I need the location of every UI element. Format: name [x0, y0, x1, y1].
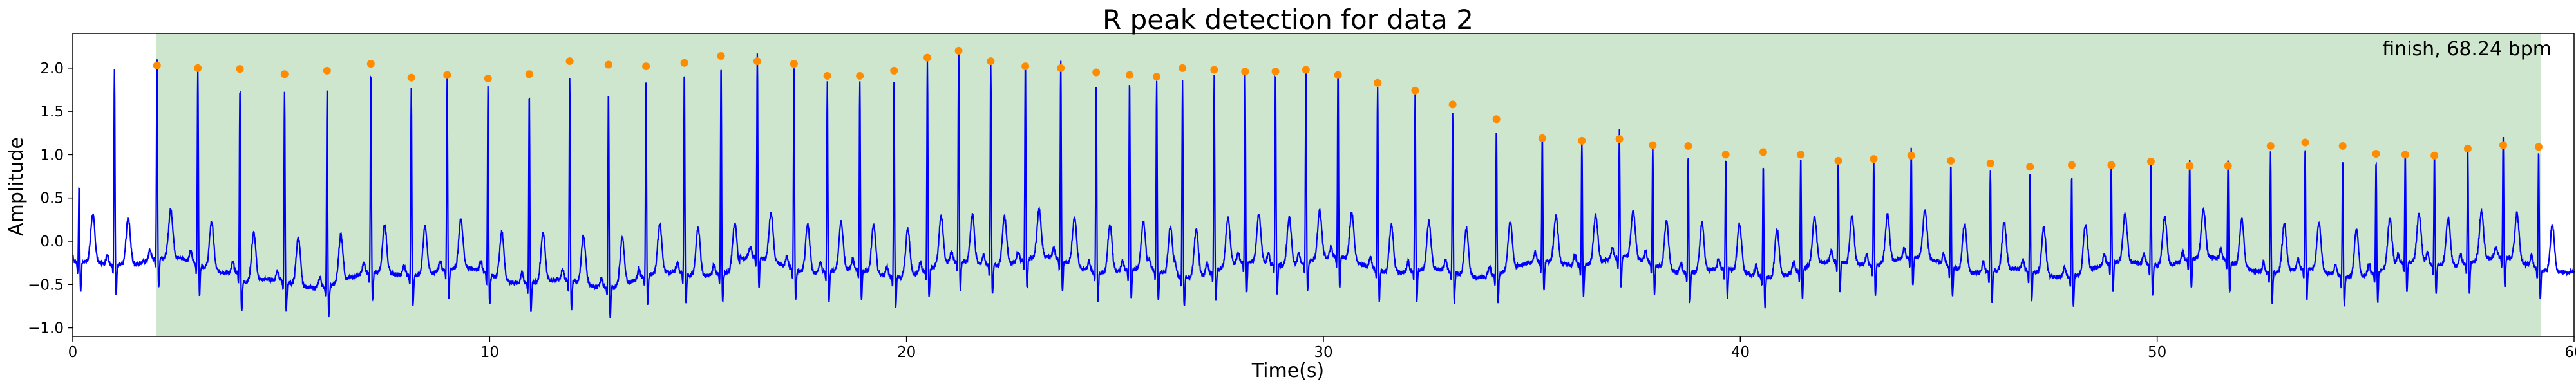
x-tick-label: 40: [1731, 344, 1750, 361]
ecg-signal-layer: [71, 53, 2575, 318]
r-peak-marker: [2372, 150, 2380, 158]
r-peak-marker: [954, 46, 963, 55]
r-peak-marker: [1021, 62, 1030, 71]
r-peak-marker: [923, 53, 932, 62]
x-tick-label: 10: [480, 344, 499, 361]
r-peak-marker: [2026, 163, 2034, 171]
x-tick-label: 30: [1314, 344, 1332, 361]
r-peak-marker: [443, 71, 451, 79]
r-peak-marker: [280, 70, 289, 78]
y-tick-label: 0.0: [40, 234, 64, 250]
r-peak-marker: [2430, 151, 2439, 160]
x-axis-label: Time(s): [1251, 360, 1324, 382]
r-peak-marker: [2301, 138, 2309, 147]
r-peak-marker: [1057, 64, 1065, 72]
r-peak-marker: [2499, 141, 2507, 149]
axes-layer: 0 10 20 30 40 50 60 −1.0 −0.5 0.0 0.5 1.0 1.5 2.0: [28, 33, 2576, 361]
r-peak-marker: [1210, 66, 1218, 74]
r-peak-marker: [642, 62, 650, 71]
ecg-signal-line: [71, 53, 2575, 318]
r-peak-marker: [1241, 68, 1249, 76]
r-peak-marker: [2067, 161, 2076, 169]
y-tick-label: 0.5: [40, 190, 64, 207]
r-peak-marker: [2146, 158, 2155, 166]
r-peak-marker: [1153, 73, 1161, 81]
r-peak-marker: [1271, 68, 1280, 76]
r-peak-marker: [1179, 64, 1187, 72]
r-peak-marker: [1448, 100, 1457, 109]
r-peak-marker: [856, 71, 864, 80]
r-peak-marker: [2338, 142, 2347, 150]
r-peak-marker: [194, 64, 202, 72]
r-peak-marker: [604, 60, 612, 69]
r-peak-marker: [1125, 71, 1133, 79]
r-peak-marker: [1649, 141, 1657, 149]
r-peak-marker: [1907, 151, 1915, 160]
r-peak-marker: [1721, 151, 1730, 159]
r-peak-marker: [2186, 161, 2194, 170]
r-peak-markers-layer: [153, 46, 2543, 171]
r-peak-marker: [366, 60, 375, 68]
y-tick-label: 2.0: [40, 60, 64, 77]
y-axis-label: Amplitude: [5, 137, 28, 236]
r-peak-marker: [1870, 155, 1878, 163]
r-peak-marker: [407, 73, 415, 82]
r-peak-marker: [823, 71, 831, 80]
r-peak-marker: [1684, 142, 1692, 150]
x-tick-label: 20: [897, 344, 916, 361]
r-peak-marker: [2401, 151, 2409, 159]
x-tick-label: 50: [2148, 344, 2166, 361]
r-peak-marker: [1092, 68, 1101, 77]
r-peak-marker: [2266, 142, 2275, 150]
r-peak-marker: [790, 60, 798, 68]
r-peak-marker: [890, 66, 898, 75]
r-peak-marker: [1302, 66, 1310, 74]
r-peak-marker: [717, 51, 725, 60]
r-peak-marker: [1578, 136, 1586, 145]
r-peak-marker: [236, 65, 244, 73]
x-tick-label: 60: [2564, 344, 2576, 361]
detection-region: [156, 33, 2541, 336]
r-peak-marker: [1411, 86, 1419, 95]
r-peak-marker: [484, 74, 492, 82]
r-peak-marker: [1759, 148, 1767, 156]
finish-annotation: finish, 68.24 bpm: [2382, 38, 2552, 60]
r-peak-marker: [1615, 135, 1624, 143]
r-peak-marker: [2224, 161, 2232, 170]
r-peak-marker: [525, 70, 533, 78]
r-peak-marker: [680, 59, 688, 67]
r-peak-marker: [1374, 78, 1382, 87]
y-tick-label: −0.5: [28, 277, 64, 293]
y-tick-label: 1.5: [40, 104, 64, 120]
r-peak-marker: [2107, 161, 2116, 169]
r-peak-marker: [153, 61, 161, 69]
r-peak-marker: [1834, 156, 1842, 165]
r-peak-marker: [2534, 143, 2543, 151]
r-peak-marker: [1947, 156, 1955, 165]
r-peak-marker: [987, 57, 995, 66]
r-peak-marker: [2463, 144, 2472, 152]
y-tick-label: −1.0: [28, 320, 64, 337]
chart-title: R peak detection for data 2: [1103, 4, 1473, 35]
r-peak-marker: [323, 66, 331, 75]
r-peak-marker: [1797, 151, 1805, 159]
y-tick-label: 1.0: [40, 147, 64, 163]
r-peak-marker: [1986, 159, 1994, 167]
x-tick-label: 0: [68, 344, 78, 361]
r-peak-marker: [1492, 115, 1501, 124]
r-peak-marker: [565, 57, 574, 66]
r-peak-marker: [1334, 71, 1342, 79]
detection-region-layer: [156, 33, 2541, 336]
r-peak-marker: [753, 57, 761, 66]
r-peak-marker: [1538, 134, 1546, 142]
